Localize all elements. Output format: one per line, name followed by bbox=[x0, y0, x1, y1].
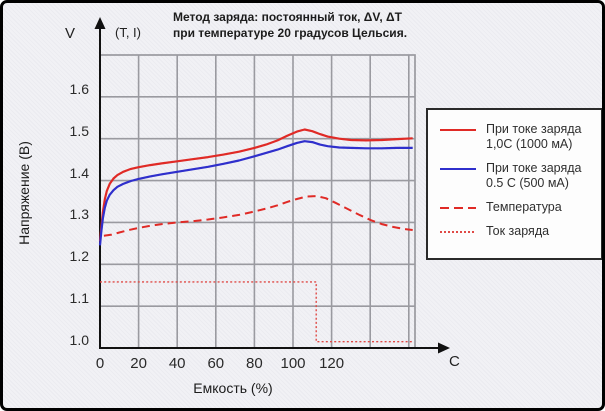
legend-swatch-red-dashed-line bbox=[440, 207, 476, 209]
y-tick-label: 1.4 bbox=[69, 164, 89, 181]
y-axis-arrow-icon bbox=[94, 17, 106, 29]
legend-item-1c: При токе заряда 1,0C (1000 мА) bbox=[440, 122, 593, 152]
y-tick-label: 1.2 bbox=[69, 248, 89, 265]
legend-label: Температура bbox=[486, 200, 562, 214]
x-tick-label: 120 bbox=[319, 355, 345, 372]
x-axis-arrow-icon bbox=[438, 342, 450, 354]
y-tick-label: 1.0 bbox=[69, 332, 89, 348]
x-tick-label: 40 bbox=[168, 355, 186, 372]
series-line-3 bbox=[103, 195, 413, 237]
chart-title: Метод заряда: постоянный ток, ΔV, ΔT при… bbox=[173, 9, 407, 41]
y-tick-labels: 1.6 1.5 1.4 1.3 1.2 1.1 1.0 bbox=[3, 3, 93, 408]
x-tick-label: 80 bbox=[246, 355, 263, 372]
y-axis-unit-label: V bbox=[65, 25, 76, 42]
legend-label: Ток заряда bbox=[486, 224, 550, 238]
series-line-4 bbox=[100, 281, 413, 343]
legend-box: При токе заряда 1,0C (1000 мА) При токе … bbox=[426, 108, 602, 260]
x-tick-label: 60 bbox=[207, 355, 225, 372]
x-tick-label: 100 bbox=[280, 355, 306, 372]
x-axis-unit-label: C bbox=[449, 353, 460, 370]
legend-label: 0.5 C (500 мА) bbox=[486, 176, 569, 190]
legend-swatch-blue-solid-line bbox=[440, 168, 476, 170]
chart-title-line2: при температуре 20 градусов Цельсия. bbox=[173, 26, 408, 40]
x-tick-label: 0 bbox=[95, 355, 105, 372]
series-line-1 bbox=[98, 128, 413, 242]
x-tick-label: 20 bbox=[130, 355, 147, 372]
series-line-2 bbox=[98, 140, 413, 246]
plot-area bbox=[94, 17, 450, 354]
x-axis-title: Емкость (%) bbox=[193, 380, 273, 396]
y-tick-label: 1.6 bbox=[69, 80, 89, 97]
y-tick-label: 1.1 bbox=[69, 290, 89, 307]
y-tick-label: 1.3 bbox=[69, 206, 89, 223]
plot-border bbox=[99, 54, 416, 349]
temperature-current-annotation: (T, I) bbox=[115, 25, 141, 40]
legend-item-temperature: Температура bbox=[440, 200, 593, 215]
legend-swatch-red-dotted-line bbox=[440, 231, 476, 233]
legend-item-05c: При токе заряда 0.5 C (500 мА) bbox=[440, 161, 593, 191]
x-tick-labels: 0 20 40 60 80 100 120 bbox=[3, 355, 602, 373]
legend-swatch-red-solid-line bbox=[440, 129, 476, 131]
legend-label: При токе заряда bbox=[486, 122, 582, 136]
legend-label: При токе заряда bbox=[486, 161, 582, 175]
legend-label: 1,0C (1000 мА) bbox=[486, 137, 573, 151]
chart-title-line1: Метод заряда: постоянный ток, ΔV, ΔT bbox=[173, 10, 402, 24]
y-tick-label: 1.5 bbox=[69, 122, 89, 139]
legend-item-charge-current: Ток заряда bbox=[440, 224, 593, 239]
